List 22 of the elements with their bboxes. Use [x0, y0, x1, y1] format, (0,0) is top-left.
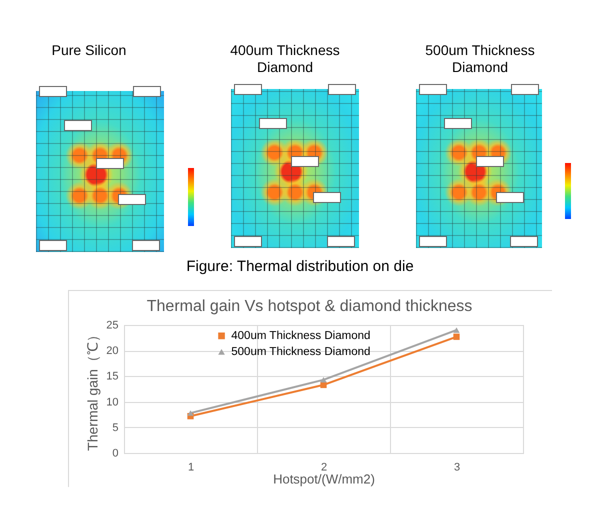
- y-tick-label: 0: [112, 448, 118, 460]
- category-label: 500um Thickness Diamond: [424, 42, 536, 76]
- y-tick-label: 10: [106, 396, 118, 408]
- chart-title: Thermal gain Vs hotspot & diamond thickness: [146, 298, 472, 315]
- point: [453, 327, 460, 333]
- legend-label: 500um Thickness Diamond: [231, 346, 370, 358]
- y-axis-title: Thermal gain（℃）: [84, 328, 100, 451]
- y-tick-label: 20: [106, 345, 118, 358]
- y-tick-label: 15: [106, 370, 118, 383]
- x-tick-label: 3: [454, 462, 460, 474]
- point: [187, 410, 194, 416]
- category-label: 400um Thickness Diamond: [229, 42, 341, 76]
- point: [453, 334, 460, 340]
- y-tick-label: 25: [106, 320, 118, 332]
- legend-label: 400um Thickness Diamond: [231, 330, 370, 342]
- y-tick-label: 5: [112, 422, 118, 434]
- category-label: Pure Silicon: [50, 42, 128, 59]
- x-axis-title: Hotspot/(W/mm2): [273, 472, 375, 486]
- x-tick-label: 1: [188, 462, 194, 474]
- point: [320, 377, 327, 383]
- text: Figure: Thermal distribution on die: [185, 258, 415, 276]
- x-tick-label: 2: [320, 462, 328, 474]
